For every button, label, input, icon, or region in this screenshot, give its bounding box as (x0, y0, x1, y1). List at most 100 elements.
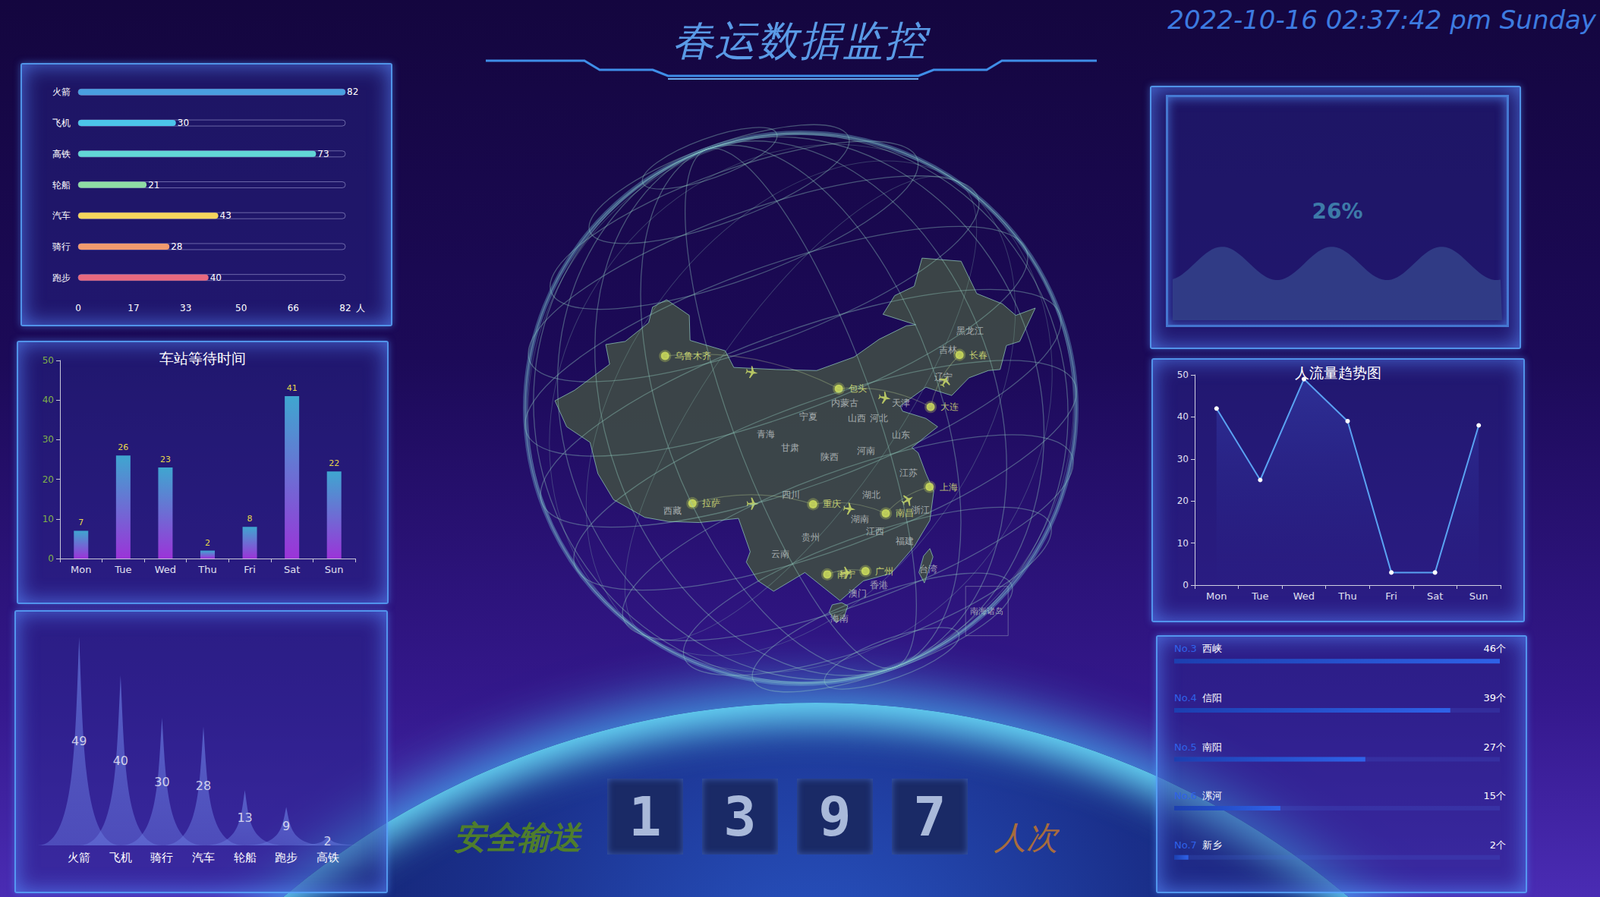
svg-text:15个: 15个 (1483, 790, 1506, 802)
svg-text:66: 66 (287, 302, 300, 314)
svg-text:73: 73 (317, 148, 329, 160)
svg-text:49: 49 (71, 733, 87, 749)
svg-text:车站等待时间: 车站等待时间 (159, 349, 246, 367)
svg-text:Fri: Fri (243, 563, 256, 576)
svg-text:40: 40 (1177, 411, 1189, 423)
svg-text:包头: 包头 (848, 383, 867, 394)
svg-text:Mon: Mon (70, 563, 92, 576)
svg-text:2: 2 (324, 834, 332, 849)
svg-text:27个: 27个 (1483, 741, 1506, 753)
svg-text:Fri: Fri (1385, 590, 1398, 602)
svg-text:No.3: No.3 (1174, 642, 1197, 655)
svg-text:0: 0 (47, 553, 54, 564)
svg-text:Sat: Sat (283, 563, 300, 576)
svg-text:新乡: 新乡 (1202, 839, 1223, 851)
svg-text:28: 28 (195, 778, 212, 794)
svg-text:13: 13 (236, 810, 252, 826)
svg-text:火箭: 火箭 (67, 850, 91, 865)
svg-text:Sun: Sun (324, 563, 344, 576)
svg-text:No.7: No.7 (1174, 839, 1197, 851)
svg-text:骑行: 骑行 (52, 241, 71, 252)
svg-text:黑龙江: 黑龙江 (956, 325, 984, 337)
svg-text:21: 21 (148, 179, 160, 191)
svg-text:43: 43 (220, 210, 232, 221)
svg-text:湖南: 湖南 (850, 513, 870, 525)
svg-text:10: 10 (1177, 538, 1189, 549)
svg-text:辽宁: 辽宁 (934, 371, 953, 383)
svg-text:Thu: Thu (197, 563, 217, 576)
svg-text:40: 40 (113, 753, 129, 769)
svg-text:浙江: 浙江 (911, 504, 930, 516)
svg-text:云南: 云南 (771, 548, 790, 560)
svg-text:2: 2 (204, 538, 211, 549)
svg-text:50: 50 (42, 355, 54, 366)
svg-text:南宁: 南宁 (837, 569, 856, 580)
svg-text:20: 20 (1177, 495, 1189, 507)
svg-text:河北: 河北 (869, 412, 889, 424)
svg-text:No.5: No.5 (1174, 741, 1197, 753)
svg-text:信阳: 信阳 (1202, 692, 1223, 704)
svg-text:82: 82 (346, 86, 359, 98)
svg-text:湖北: 湖北 (862, 489, 881, 501)
svg-text:山东: 山东 (891, 429, 911, 441)
svg-text:贵州: 贵州 (801, 532, 820, 543)
svg-text:46个: 46个 (1483, 642, 1506, 655)
svg-text:8: 8 (247, 513, 253, 524)
svg-text:26: 26 (117, 442, 129, 453)
svg-text:骑行: 骑行 (150, 850, 174, 865)
svg-text:17: 17 (127, 302, 139, 314)
svg-text:Sun: Sun (1469, 590, 1489, 602)
svg-text:高铁: 高铁 (52, 148, 71, 160)
svg-text:天津: 天津 (891, 397, 911, 409)
svg-text:高铁: 高铁 (316, 850, 340, 865)
svg-text:Mon: Mon (1206, 590, 1227, 602)
svg-text:82: 82 (339, 302, 351, 314)
svg-text:40: 40 (42, 394, 54, 406)
svg-text:人流量趋势图: 人流量趋势图 (1294, 364, 1382, 382)
svg-text:内蒙古: 内蒙古 (831, 397, 859, 409)
svg-text:汽车: 汽车 (52, 210, 71, 221)
svg-text:26%: 26% (1311, 198, 1363, 224)
svg-text:41: 41 (286, 383, 298, 394)
svg-text:大连: 大连 (940, 401, 959, 413)
svg-text:广州: 广州 (875, 566, 894, 577)
svg-text:飞机: 飞机 (109, 850, 133, 865)
svg-text:汽车: 汽车 (192, 850, 215, 865)
svg-text:青海: 青海 (756, 428, 775, 440)
svg-text:西峡: 西峡 (1202, 642, 1223, 655)
svg-text:南阳: 南阳 (1202, 741, 1223, 753)
svg-text:福建: 福建 (895, 535, 914, 547)
svg-text:0: 0 (75, 302, 82, 314)
svg-text:轮船: 轮船 (233, 850, 257, 865)
svg-text:0: 0 (1182, 579, 1189, 591)
svg-text:四川: 四川 (781, 489, 800, 501)
svg-text:漯河: 漯河 (1202, 790, 1223, 802)
svg-text:跑步: 跑步 (52, 272, 71, 284)
svg-text:30: 30 (154, 774, 170, 790)
svg-text:澳门: 澳门 (848, 588, 867, 599)
svg-text:拉萨: 拉萨 (702, 497, 721, 509)
svg-text:宁夏: 宁夏 (799, 411, 818, 423)
svg-text:长春: 长春 (969, 349, 988, 361)
svg-text:陕西: 陕西 (820, 451, 839, 463)
svg-text:西藏: 西藏 (663, 505, 682, 517)
svg-text:香港: 香港 (869, 579, 889, 591)
svg-text:南海诸岛: 南海诸岛 (970, 606, 1004, 617)
svg-text:2个: 2个 (1489, 839, 1506, 851)
svg-text:Tue: Tue (1250, 590, 1269, 602)
svg-text:Thu: Thu (1337, 590, 1357, 602)
svg-text:甘肃: 甘肃 (781, 442, 800, 454)
svg-text:33: 33 (179, 302, 192, 314)
svg-text:30: 30 (177, 117, 189, 129)
svg-text:南昌: 南昌 (895, 507, 914, 519)
svg-text:乌鲁木齐: 乌鲁木齐 (674, 350, 712, 362)
svg-text:30: 30 (42, 434, 54, 445)
svg-text:上海: 上海 (939, 481, 958, 493)
svg-text:No.4: No.4 (1174, 692, 1197, 704)
svg-text:江西: 江西 (866, 525, 885, 537)
svg-text:23: 23 (160, 454, 171, 465)
svg-text:30: 30 (1177, 453, 1189, 465)
svg-text:轮船: 轮船 (52, 179, 71, 191)
svg-text:20: 20 (42, 474, 54, 486)
svg-text:39个: 39个 (1483, 692, 1506, 704)
